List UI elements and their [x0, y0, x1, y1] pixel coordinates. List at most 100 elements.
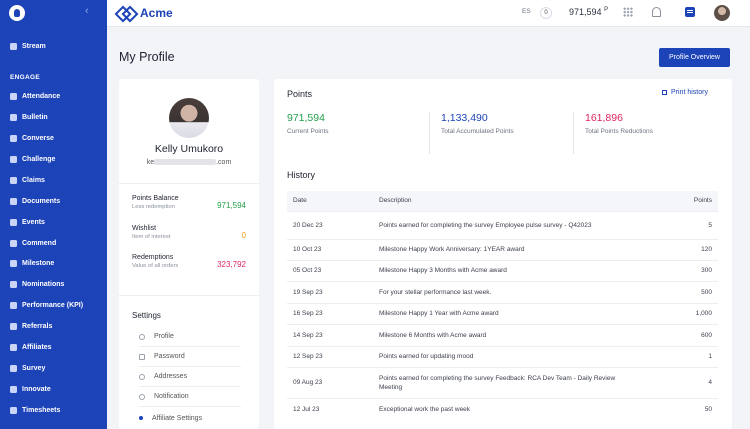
location-icon	[139, 373, 145, 380]
description-cell: Milestone Happy Work Anniversary: 1YEAR …	[379, 238, 619, 260]
settings-item-addresses[interactable]: Addresses	[139, 367, 241, 387]
points-suffix: P	[604, 7, 609, 13]
sidebar-item-label: Stream	[22, 43, 46, 50]
sidebar-item-claims[interactable]: Claims	[10, 177, 45, 184]
table-row: 16 Sep 23 Milestone Happy 1 Year with Ac…	[287, 302, 718, 324]
description-cell: Milestone Happy 3 Months with Acme award	[379, 259, 619, 281]
date-cell: 10 Oct 23	[287, 238, 379, 260]
redemptions-stat: Redemptions Value of all orders 323,792	[132, 254, 246, 269]
lock-icon	[139, 353, 145, 360]
table-row: 05 Oct 23 Milestone Happy 3 Months with …	[287, 259, 718, 281]
print-history-label: Print history	[671, 89, 708, 96]
page-title: My Profile	[119, 50, 175, 64]
brand-logo-icon	[117, 7, 135, 19]
description-cell: Exceptional work the past week	[379, 397, 619, 420]
date-cell: 19 Sep 23	[287, 280, 379, 303]
sidebar-item-label: Bulletin	[22, 114, 48, 121]
sidebar-item-label: Documents	[22, 198, 61, 205]
points-cell: 600	[619, 323, 718, 346]
sidebar-item-converse[interactable]: Converse	[10, 135, 54, 142]
sidebar-item-challenge[interactable]: Challenge	[10, 156, 55, 163]
sidebar-item-documents[interactable]: Documents	[10, 198, 60, 205]
referrals-icon	[10, 323, 17, 330]
table-row: 14 Sep 23 Milestone 6 Months with Acme a…	[287, 323, 718, 346]
sidebar-item-survey[interactable]: Survey	[10, 365, 45, 372]
sidebar-item-innovate[interactable]: Innovate	[10, 386, 51, 393]
sidebar-item-referrals[interactable]: Referrals	[10, 323, 52, 330]
sidebar-item-performance[interactable]: Performance (KPI)	[10, 302, 83, 309]
sidebar-item-affiliates[interactable]: Affiliates	[10, 344, 52, 351]
sidebar-item-label: Innovate	[22, 386, 51, 393]
sidebar-item-label: Referrals	[22, 323, 53, 330]
topbar: Acme ES 0 971,594 P	[107, 0, 750, 27]
language-selector[interactable]: ES	[522, 8, 531, 15]
reductions-points: 161,896 Total Points Reductions	[585, 112, 653, 154]
timesheets-icon	[10, 407, 17, 414]
profile-overview-button[interactable]: Profile Overview	[659, 48, 730, 67]
notification-count-badge[interactable]: 0	[540, 7, 552, 19]
email-prefix: ke	[146, 159, 155, 166]
trophy-icon	[10, 156, 17, 163]
history-title: History	[287, 170, 316, 180]
sidebar-section-engage: ENGAGE	[10, 74, 40, 81]
bulletin-icon	[10, 114, 17, 121]
accumulated-points-value: 1,133,490	[441, 112, 488, 124]
sidebar-item-stream[interactable]: Stream	[10, 43, 46, 50]
date-cell: 09 Aug 23	[287, 366, 379, 398]
table-row: 10 Oct 23 Milestone Happy Work Anniversa…	[287, 238, 718, 260]
printer-icon	[662, 90, 667, 95]
settings-item-notification[interactable]: Notification	[139, 387, 241, 407]
points-cell: 5	[619, 210, 718, 239]
profile-card: Kelly Umukoro ke .com Points Balance Less…	[119, 79, 259, 429]
points-cell: 4	[619, 366, 718, 398]
sidebar-item-timesheets[interactable]: Timesheets	[10, 407, 60, 414]
bell-icon[interactable]	[652, 7, 661, 17]
wishlist-stat: Wishlist Item of interest 0	[132, 225, 246, 240]
app-logo-icon[interactable]	[9, 5, 25, 21]
current-points-label: Current Points	[287, 128, 329, 135]
claims-icon	[10, 177, 17, 184]
affiliates-icon	[10, 344, 17, 351]
date-cell: 05 Oct 23	[287, 259, 379, 281]
sidebar-item-nominations[interactable]: Nominations	[10, 281, 64, 288]
stat-subtitle: Item of interest	[132, 234, 171, 240]
sidebar-item-label: Nominations	[22, 281, 65, 288]
description-cell: Milestone Happy 1 Year with Acme award	[379, 302, 619, 324]
settings-item-affiliate[interactable]: Affiliate Settings	[139, 408, 241, 428]
attendance-icon	[10, 93, 17, 100]
accumulated-points: 1,133,490 Total Accumulated Points	[441, 112, 514, 154]
column-header-date: Date	[287, 191, 379, 211]
collapse-sidebar-icon[interactable]: ‹	[85, 5, 89, 17]
chat-icon[interactable]	[685, 7, 695, 17]
points-cell: 1,000	[619, 302, 718, 324]
description-cell: Points earned for completing the survey …	[379, 210, 619, 239]
table-row: 19 Sep 23 For your stellar performance l…	[287, 280, 718, 303]
converse-icon	[10, 135, 17, 142]
stat-title: Wishlist	[132, 225, 157, 232]
sidebar-item-events[interactable]: Events	[10, 219, 45, 226]
apps-grid-icon[interactable]	[623, 7, 633, 17]
profile-avatar	[169, 98, 209, 138]
current-points: 971,594 Current Points	[287, 112, 329, 154]
settings-item-profile[interactable]: Profile	[139, 327, 241, 347]
divider	[119, 183, 259, 184]
settings-item-password[interactable]: Password	[139, 347, 241, 367]
affiliate-icon	[139, 416, 143, 420]
table-row: 09 Aug 23 Points earned for completing t…	[287, 366, 718, 398]
sidebar-item-label: Challenge	[22, 156, 56, 163]
sidebar-item-attendance[interactable]: Attendance	[10, 93, 60, 100]
table-row: 12 Jul 23 Exceptional work the past week…	[287, 397, 718, 420]
stat-subtitle: Value of all orders	[132, 263, 179, 269]
column-header-description: Description	[379, 191, 619, 211]
sidebar-item-commend[interactable]: Commend	[10, 240, 56, 247]
sidebar-item-milestone[interactable]: Milestone	[10, 260, 54, 267]
history-table: Date Description Points 20 Dec 23 Points…	[287, 191, 718, 420]
brand[interactable]: Acme	[117, 6, 173, 20]
print-history-link[interactable]: Print history	[662, 89, 708, 96]
user-avatar[interactable]	[714, 5, 730, 21]
divider	[573, 112, 574, 154]
column-header-points: Points	[619, 191, 718, 211]
sidebar-item-bulletin[interactable]: Bulletin	[10, 114, 48, 121]
performance-icon	[10, 302, 17, 309]
divider	[119, 295, 259, 296]
